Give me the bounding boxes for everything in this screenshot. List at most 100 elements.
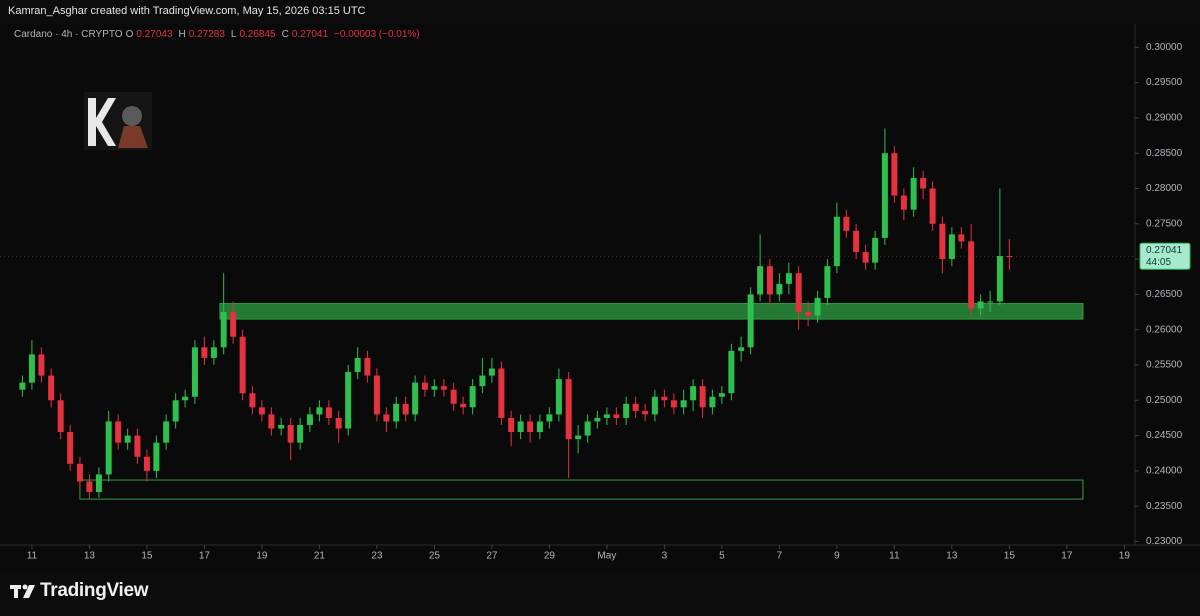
- x-tick-label: 23: [371, 551, 383, 562]
- candle-body: [584, 421, 591, 436]
- candle-body: [19, 382, 26, 390]
- candle-body: [278, 424, 285, 429]
- candle-body: [287, 424, 294, 443]
- candle-body: [373, 375, 380, 415]
- candle-body: [153, 442, 160, 471]
- candle-body: [900, 195, 907, 210]
- candle-body: [440, 386, 447, 390]
- candle-body: [968, 241, 975, 309]
- y-tick-label: 0.30000: [1146, 42, 1183, 53]
- candle-body: [843, 216, 850, 231]
- x-tick-label: 7: [777, 551, 783, 562]
- x-tick-label: 29: [544, 551, 556, 562]
- candle-body: [172, 400, 179, 422]
- candle-body: [536, 421, 543, 433]
- candle-body: [747, 294, 754, 348]
- candle-body: [508, 417, 515, 433]
- candle-body: [651, 396, 658, 415]
- y-tick-label: 0.24000: [1146, 466, 1183, 477]
- candle-body: [124, 435, 131, 443]
- candle-body: [776, 283, 783, 295]
- candle-body: [517, 421, 524, 433]
- candle-body: [594, 417, 601, 422]
- candle-body: [239, 336, 246, 394]
- header-label: L: [230, 29, 237, 40]
- logo-figure: [122, 106, 142, 126]
- x-tick-label: 11: [27, 551, 38, 562]
- candle-body: [575, 435, 582, 440]
- candle-body: [814, 297, 821, 316]
- candle-body: [421, 382, 428, 390]
- candle-body: [86, 481, 93, 493]
- candle-body: [335, 417, 342, 429]
- candle-body: [1006, 256, 1013, 258]
- y-tick-label: 0.23500: [1146, 501, 1183, 512]
- candle-body: [498, 368, 505, 418]
- y-tick-label: 0.29000: [1146, 113, 1183, 124]
- candle-body: [881, 153, 888, 238]
- author-logo: [84, 92, 152, 150]
- ohlc-value: 0.27041: [291, 29, 329, 40]
- candle-body: [393, 403, 400, 422]
- candle-body: [987, 301, 994, 303]
- candle-body: [134, 435, 141, 457]
- header-label: H: [178, 29, 186, 40]
- candle-body: [670, 400, 677, 408]
- x-tick-label: 21: [314, 551, 326, 562]
- candle-body: [201, 347, 208, 358]
- x-tick-label: 27: [486, 551, 498, 562]
- x-tick-label: 15: [1004, 551, 1016, 562]
- candle-body: [345, 372, 352, 429]
- candle-body: [642, 410, 649, 415]
- candle-body: [757, 266, 764, 295]
- candle-body: [891, 153, 898, 196]
- candle-body: [555, 379, 562, 415]
- candle-body: [316, 407, 323, 415]
- candle-body: [402, 403, 409, 415]
- logo-letter: [88, 98, 116, 146]
- y-tick-label: 0.25500: [1146, 360, 1183, 371]
- candle-body: [632, 403, 639, 411]
- candle-body: [488, 368, 495, 376]
- candle-body: [766, 266, 773, 295]
- candle-body: [354, 357, 361, 373]
- candle-body: [805, 312, 812, 316]
- candle-body: [603, 414, 610, 418]
- x-tick-label: 5: [719, 551, 725, 562]
- y-tick-label: 0.26500: [1146, 289, 1183, 300]
- candle-body: [853, 230, 860, 253]
- price-zone: [219, 303, 1084, 320]
- candle-body: [182, 396, 189, 401]
- logo-figure: [118, 126, 148, 148]
- x-tick-label: 17: [1061, 551, 1073, 562]
- candle-body: [709, 396, 716, 408]
- candle-body: [383, 414, 390, 422]
- x-tick-label: 11: [889, 551, 900, 562]
- candle-body: [680, 400, 687, 408]
- candle-body: [785, 273, 792, 284]
- candle-body: [479, 375, 486, 387]
- y-tick-label: 0.28500: [1146, 148, 1183, 159]
- candle-body: [325, 407, 332, 418]
- candle-body: [115, 421, 122, 443]
- y-tick-label: 0.26000: [1146, 324, 1183, 335]
- y-tick-label: 0.25000: [1146, 395, 1183, 406]
- candle-body: [929, 188, 936, 224]
- x-tick-label: 25: [429, 551, 441, 562]
- candle-body: [67, 432, 74, 464]
- brand-name: TradingView: [40, 580, 149, 601]
- candle-body: [699, 386, 706, 408]
- candle-body: [833, 216, 840, 267]
- candle-body: [220, 312, 227, 348]
- candle-body: [469, 386, 476, 408]
- credit-line: Kamran_Asghar created with TradingView.c…: [8, 5, 366, 17]
- y-tick-label: 0.27500: [1146, 218, 1183, 229]
- ohlc-value: −0.00003 (−0.01%): [334, 29, 420, 40]
- candle-body: [38, 354, 45, 376]
- y-tick-label: 0.29500: [1146, 77, 1183, 88]
- candle-body: [862, 252, 869, 263]
- x-tick-label: 13: [946, 551, 958, 562]
- x-tick-label: 3: [662, 551, 668, 562]
- candles: [19, 128, 1013, 500]
- candle-body: [412, 382, 419, 415]
